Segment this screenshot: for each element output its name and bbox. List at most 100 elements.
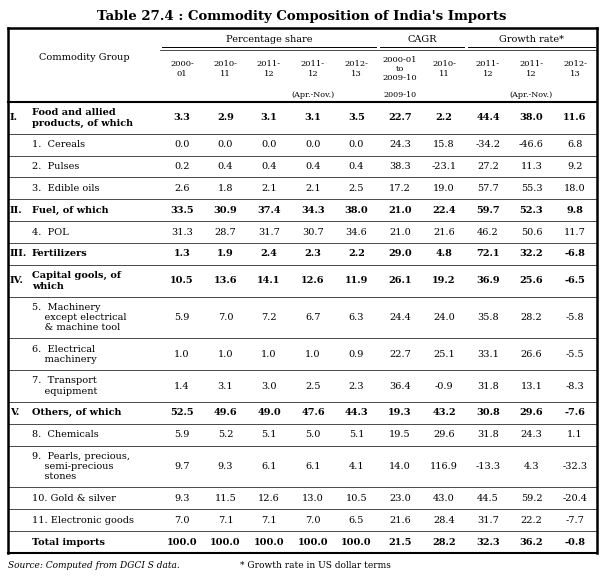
Text: 2000-01
to
2009-10: 2000-01 to 2009-10 bbox=[383, 56, 417, 82]
Text: 6.  Electrical
    machinery: 6. Electrical machinery bbox=[32, 345, 97, 364]
Text: 2.5: 2.5 bbox=[306, 382, 321, 390]
Text: 5.9: 5.9 bbox=[174, 430, 190, 439]
Text: Fertilizers: Fertilizers bbox=[32, 249, 88, 259]
Text: 19.3: 19.3 bbox=[388, 408, 412, 418]
Text: 3.1: 3.1 bbox=[305, 114, 321, 122]
Text: 11. Electronic goods: 11. Electronic goods bbox=[32, 516, 134, 525]
Text: 13.1: 13.1 bbox=[520, 382, 543, 390]
Text: -6.5: -6.5 bbox=[564, 276, 586, 285]
Text: 11.7: 11.7 bbox=[564, 227, 586, 237]
Text: 5.  Machinery
    except electrical
    & machine tool: 5. Machinery except electrical & machine… bbox=[32, 303, 126, 332]
Text: 2.3: 2.3 bbox=[348, 382, 364, 390]
Text: 21.0: 21.0 bbox=[389, 227, 411, 237]
Text: 2000-
01: 2000- 01 bbox=[170, 60, 194, 78]
Text: 24.0: 24.0 bbox=[433, 313, 455, 322]
Text: 22.7: 22.7 bbox=[389, 350, 411, 359]
Text: Percentage share: Percentage share bbox=[226, 34, 312, 44]
Text: 2.  Pulses: 2. Pulses bbox=[32, 162, 79, 171]
Text: 38.3: 38.3 bbox=[389, 162, 411, 171]
Text: Total imports: Total imports bbox=[32, 538, 105, 546]
Text: 28.2: 28.2 bbox=[521, 313, 542, 322]
Text: 2.1: 2.1 bbox=[261, 184, 277, 193]
Text: 100.0: 100.0 bbox=[253, 538, 284, 546]
Text: Commodity Group: Commodity Group bbox=[39, 53, 129, 63]
Text: 30.8: 30.8 bbox=[476, 408, 500, 418]
Text: 9.7: 9.7 bbox=[174, 462, 190, 471]
Text: 36.4: 36.4 bbox=[389, 382, 411, 390]
Text: 32.2: 32.2 bbox=[520, 249, 543, 259]
Text: 52.3: 52.3 bbox=[520, 206, 543, 215]
Text: 38.0: 38.0 bbox=[520, 114, 543, 122]
Text: 2009-10: 2009-10 bbox=[384, 91, 417, 99]
Text: 11.3: 11.3 bbox=[520, 162, 543, 171]
Text: 13.0: 13.0 bbox=[302, 494, 324, 503]
Text: 15.8: 15.8 bbox=[433, 140, 455, 149]
Text: 25.6: 25.6 bbox=[520, 276, 543, 285]
Text: 2010-
11: 2010- 11 bbox=[214, 60, 238, 78]
Text: 21.6: 21.6 bbox=[433, 227, 455, 237]
Text: 1.8: 1.8 bbox=[218, 184, 234, 193]
Text: CAGR: CAGR bbox=[407, 34, 437, 44]
Text: 21.5: 21.5 bbox=[388, 538, 412, 546]
Text: -0.8: -0.8 bbox=[564, 538, 586, 546]
Text: 49.0: 49.0 bbox=[257, 408, 281, 418]
Text: V.: V. bbox=[10, 408, 19, 418]
Text: Others, of which: Others, of which bbox=[32, 408, 122, 418]
Text: 52.5: 52.5 bbox=[170, 408, 194, 418]
Text: 31.8: 31.8 bbox=[477, 430, 499, 439]
Text: 2.2: 2.2 bbox=[436, 114, 453, 122]
Text: 0.4: 0.4 bbox=[218, 162, 234, 171]
Text: 6.3: 6.3 bbox=[348, 313, 364, 322]
Text: 28.2: 28.2 bbox=[432, 538, 456, 546]
Text: 19.2: 19.2 bbox=[432, 276, 456, 285]
Text: 100.0: 100.0 bbox=[210, 538, 241, 546]
Text: -5.5: -5.5 bbox=[566, 350, 584, 359]
Text: (Apr.-Nov.): (Apr.-Nov.) bbox=[292, 91, 335, 99]
Text: 0.4: 0.4 bbox=[348, 162, 364, 171]
Text: 29.6: 29.6 bbox=[433, 430, 455, 439]
Text: 24.3: 24.3 bbox=[520, 430, 543, 439]
Text: 24.4: 24.4 bbox=[389, 313, 411, 322]
Text: 6.7: 6.7 bbox=[306, 313, 321, 322]
Text: 49.6: 49.6 bbox=[214, 408, 237, 418]
Text: 23.0: 23.0 bbox=[389, 494, 411, 503]
Text: 0.0: 0.0 bbox=[306, 140, 321, 149]
Text: 57.7: 57.7 bbox=[477, 184, 499, 193]
Text: 0.9: 0.9 bbox=[349, 350, 364, 359]
Text: -32.3: -32.3 bbox=[563, 462, 587, 471]
Text: 30.9: 30.9 bbox=[214, 206, 237, 215]
Text: 21.6: 21.6 bbox=[389, 516, 411, 525]
Text: 0.2: 0.2 bbox=[174, 162, 190, 171]
Text: 1.1: 1.1 bbox=[567, 430, 583, 439]
Text: 33.1: 33.1 bbox=[477, 350, 499, 359]
Text: 44.4: 44.4 bbox=[476, 114, 500, 122]
Text: 2.2: 2.2 bbox=[348, 249, 365, 259]
Text: 3.5: 3.5 bbox=[348, 114, 365, 122]
Text: 4.3: 4.3 bbox=[524, 462, 539, 471]
Text: -7.7: -7.7 bbox=[566, 516, 584, 525]
Text: 43.0: 43.0 bbox=[433, 494, 455, 503]
Text: -8.3: -8.3 bbox=[566, 382, 584, 390]
Text: 22.7: 22.7 bbox=[388, 114, 412, 122]
Text: 19.0: 19.0 bbox=[433, 184, 455, 193]
Text: 29.0: 29.0 bbox=[388, 249, 412, 259]
Text: 2011-
12: 2011- 12 bbox=[476, 60, 500, 78]
Text: Capital gools, of
which: Capital gools, of which bbox=[32, 271, 121, 291]
Text: 100.0: 100.0 bbox=[167, 538, 197, 546]
Text: 2.5: 2.5 bbox=[348, 184, 364, 193]
Text: 59.2: 59.2 bbox=[521, 494, 542, 503]
Text: 24.3: 24.3 bbox=[389, 140, 411, 149]
Text: 9.3: 9.3 bbox=[174, 494, 190, 503]
Text: 8.  Chemicals: 8. Chemicals bbox=[32, 430, 99, 439]
Text: -46.6: -46.6 bbox=[519, 140, 544, 149]
Text: 31.8: 31.8 bbox=[477, 382, 499, 390]
Text: 19.5: 19.5 bbox=[389, 430, 411, 439]
Text: 116.9: 116.9 bbox=[430, 462, 458, 471]
Text: 22.4: 22.4 bbox=[432, 206, 456, 215]
Text: 5.0: 5.0 bbox=[306, 430, 321, 439]
Text: 2011-
12: 2011- 12 bbox=[257, 60, 281, 78]
Text: 26.1: 26.1 bbox=[388, 276, 412, 285]
Text: 72.1: 72.1 bbox=[476, 249, 500, 259]
Text: 14.1: 14.1 bbox=[257, 276, 281, 285]
Text: 2.1: 2.1 bbox=[305, 184, 321, 193]
